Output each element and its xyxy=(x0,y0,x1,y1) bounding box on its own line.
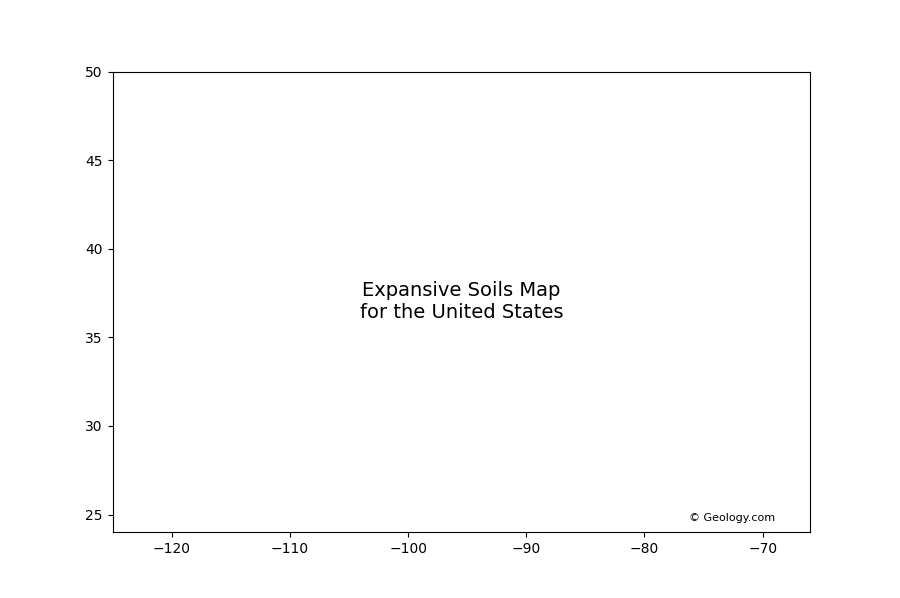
Text: © Geology.com: © Geology.com xyxy=(689,513,775,523)
Text: Expansive Soils Map
for the United States: Expansive Soils Map for the United State… xyxy=(359,282,563,322)
